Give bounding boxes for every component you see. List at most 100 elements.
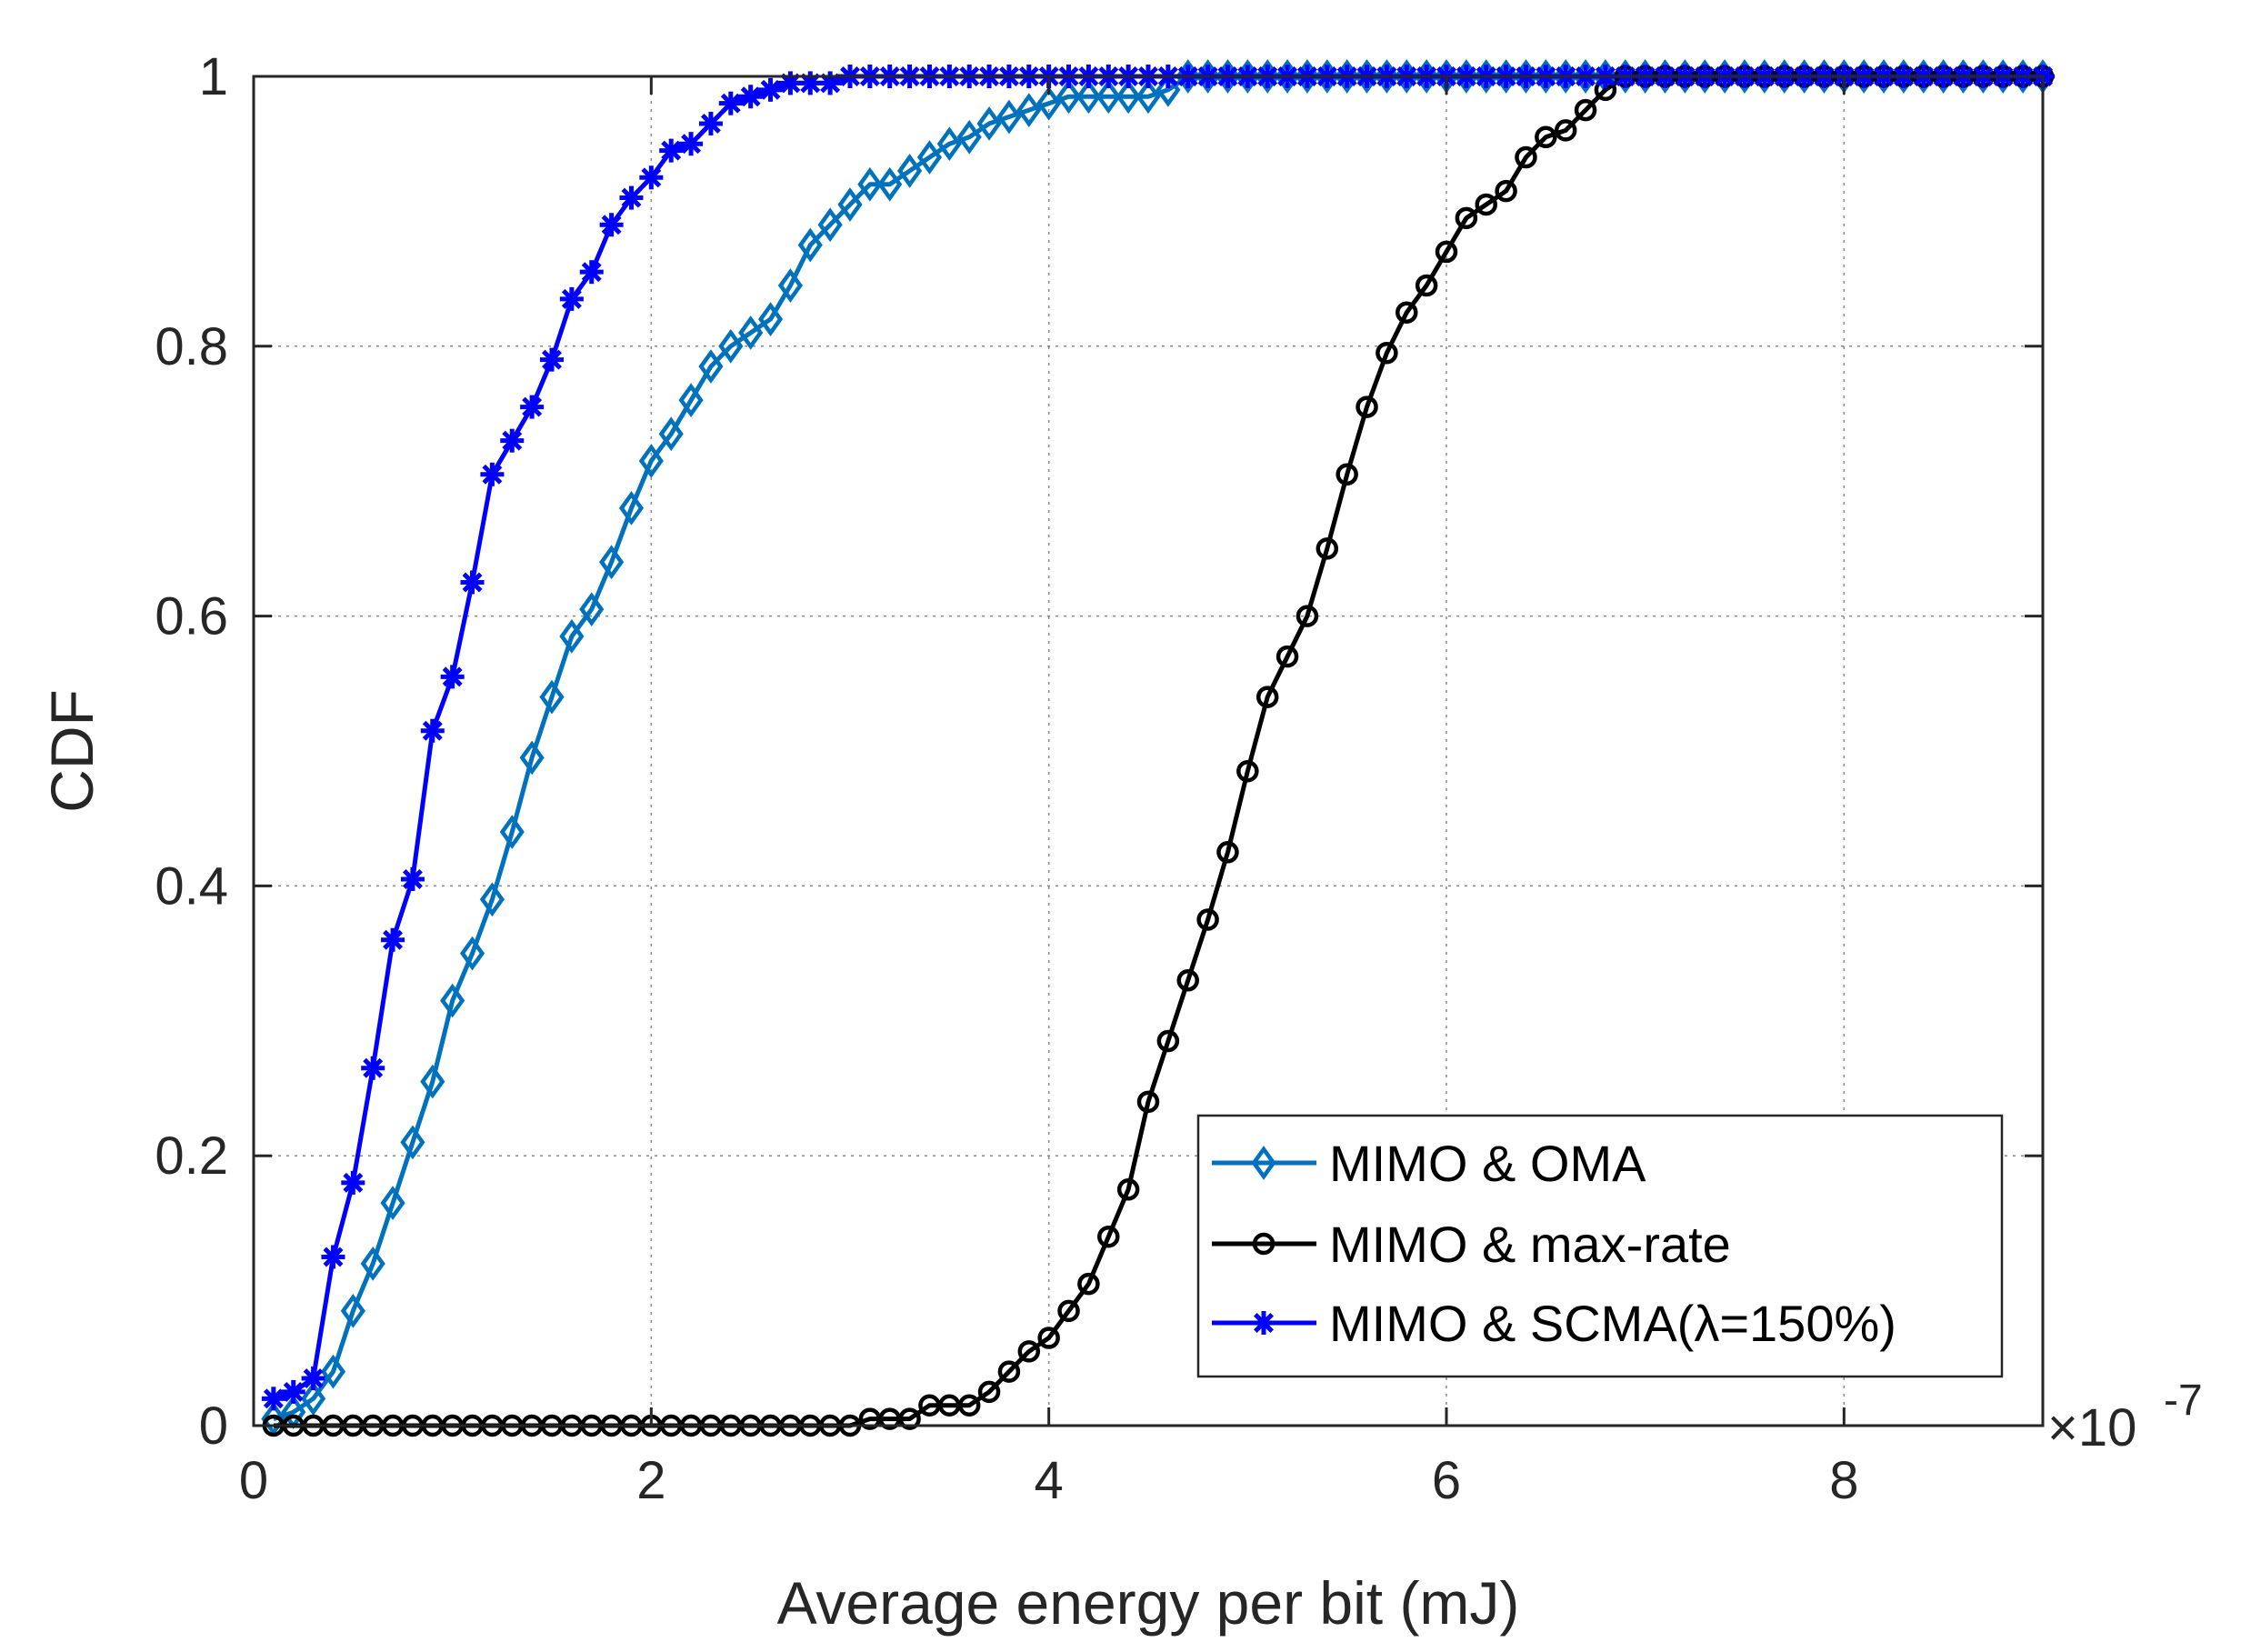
asterisk-marker xyxy=(301,1367,325,1391)
diamond-marker xyxy=(698,349,724,384)
diamond-marker xyxy=(420,1064,445,1099)
legend-entry: MIMO & SCMA(λ=150%) xyxy=(1212,1295,1896,1352)
circle-marker xyxy=(898,1407,921,1430)
diamond-marker xyxy=(897,154,923,188)
asterisk-marker xyxy=(1252,1311,1276,1335)
asterisk-marker xyxy=(420,718,445,743)
diamond-marker xyxy=(638,444,664,478)
x-axis-label: Average energy per bit (mJ) xyxy=(777,1569,1520,1637)
x-tick-label: 2 xyxy=(636,1451,665,1510)
diamond-marker xyxy=(936,126,962,162)
y-axis-label: CDF xyxy=(38,689,105,813)
diamond-marker xyxy=(678,383,704,418)
asterisk-marker xyxy=(579,260,604,285)
plot-frame xyxy=(252,75,2045,1427)
asterisk-marker xyxy=(281,1379,305,1404)
circle-marker xyxy=(1495,179,1517,203)
legend-entry: MIMO & max-rate xyxy=(1212,1216,1731,1273)
asterisk-marker xyxy=(321,1245,345,1269)
legend-box xyxy=(1196,1114,2004,1378)
circle-marker xyxy=(1216,841,1239,864)
diamond-marker xyxy=(1055,79,1082,115)
asterisk-marker xyxy=(341,1170,365,1195)
y-tick-label: 0.4 xyxy=(155,856,228,916)
circle-marker xyxy=(957,1394,981,1417)
diamond-marker xyxy=(400,1125,425,1160)
diamond-marker xyxy=(1075,79,1101,115)
circle-marker xyxy=(1376,341,1398,365)
asterisk-marker xyxy=(599,213,624,237)
diamond-marker xyxy=(1115,79,1141,115)
diamond-marker xyxy=(837,187,863,222)
legend-entry: MIMO & OMA xyxy=(1212,1135,1646,1192)
y-tick-label: 0 xyxy=(199,1397,228,1456)
diamond-marker xyxy=(817,207,843,243)
diamond-marker xyxy=(877,166,903,202)
x-tick-label: 8 xyxy=(1829,1451,1858,1510)
asterisk-marker xyxy=(361,1056,385,1080)
circle-marker xyxy=(1396,301,1418,324)
diamond-marker xyxy=(658,416,684,452)
circle-marker xyxy=(1515,145,1537,169)
circle-marker xyxy=(1252,1232,1276,1256)
asterisk-marker xyxy=(698,111,723,135)
circle-marker xyxy=(1097,1225,1120,1248)
asterisk-marker xyxy=(540,347,564,372)
diamond-marker xyxy=(738,315,764,350)
circle-marker xyxy=(977,1380,1001,1404)
legend-label: MIMO & OMA xyxy=(1329,1135,1646,1192)
diamond-marker xyxy=(1251,1146,1276,1180)
asterisk-marker xyxy=(758,77,783,102)
asterisk-marker xyxy=(619,185,644,210)
circle-marker xyxy=(1077,1272,1100,1296)
diamond-marker xyxy=(340,1294,365,1328)
diamond-marker xyxy=(956,119,982,155)
circle-marker xyxy=(1554,119,1577,142)
diamond-marker xyxy=(777,268,803,303)
diamond-marker xyxy=(718,328,744,364)
diamond-marker xyxy=(996,99,1022,135)
asterisk-marker xyxy=(480,462,505,486)
x-exponent-base: ×10 xyxy=(2047,1398,2136,1457)
diamond-marker xyxy=(301,1381,326,1417)
circle-marker xyxy=(1535,125,1557,149)
diamond-marker xyxy=(857,166,883,202)
asterisk-marker xyxy=(679,132,704,156)
asterisk-marker xyxy=(520,395,545,419)
diamond-marker xyxy=(757,302,784,336)
diamond-marker xyxy=(1016,93,1042,127)
diamond-marker xyxy=(519,740,545,776)
asterisk-marker xyxy=(738,85,763,109)
diamond-marker xyxy=(360,1247,385,1281)
diamond-marker xyxy=(440,983,465,1018)
diamond-marker xyxy=(320,1354,346,1389)
y-tick-label: 0.6 xyxy=(155,587,228,646)
x-tick-label: 4 xyxy=(1035,1451,1064,1510)
diamond-marker xyxy=(539,679,565,715)
circle-marker xyxy=(1256,686,1279,708)
circle-marker xyxy=(1176,969,1199,992)
asterisk-marker xyxy=(460,570,485,595)
asterisk-marker xyxy=(659,138,684,163)
legend-label: MIMO & max-rate xyxy=(1329,1216,1731,1273)
circle-marker xyxy=(1037,1327,1060,1349)
x-tick-label: 6 xyxy=(1432,1451,1461,1510)
circle-marker xyxy=(1276,645,1299,668)
circle-marker xyxy=(1116,1178,1140,1201)
diamond-marker xyxy=(559,619,585,654)
circle-marker xyxy=(1136,1090,1160,1114)
diamond-marker xyxy=(261,1401,286,1437)
circle-marker xyxy=(1236,760,1259,783)
circle-marker xyxy=(1475,193,1497,216)
diamond-marker xyxy=(797,227,823,263)
diamond-marker xyxy=(599,545,625,580)
circle-marker xyxy=(1356,395,1378,418)
y-tick-label: 0.8 xyxy=(155,317,228,376)
circle-marker xyxy=(1017,1340,1041,1363)
circle-marker xyxy=(1196,908,1219,931)
circle-marker xyxy=(1415,274,1438,297)
circle-marker xyxy=(1455,206,1478,230)
diamond-marker xyxy=(479,882,505,917)
diamond-marker xyxy=(1036,85,1062,121)
